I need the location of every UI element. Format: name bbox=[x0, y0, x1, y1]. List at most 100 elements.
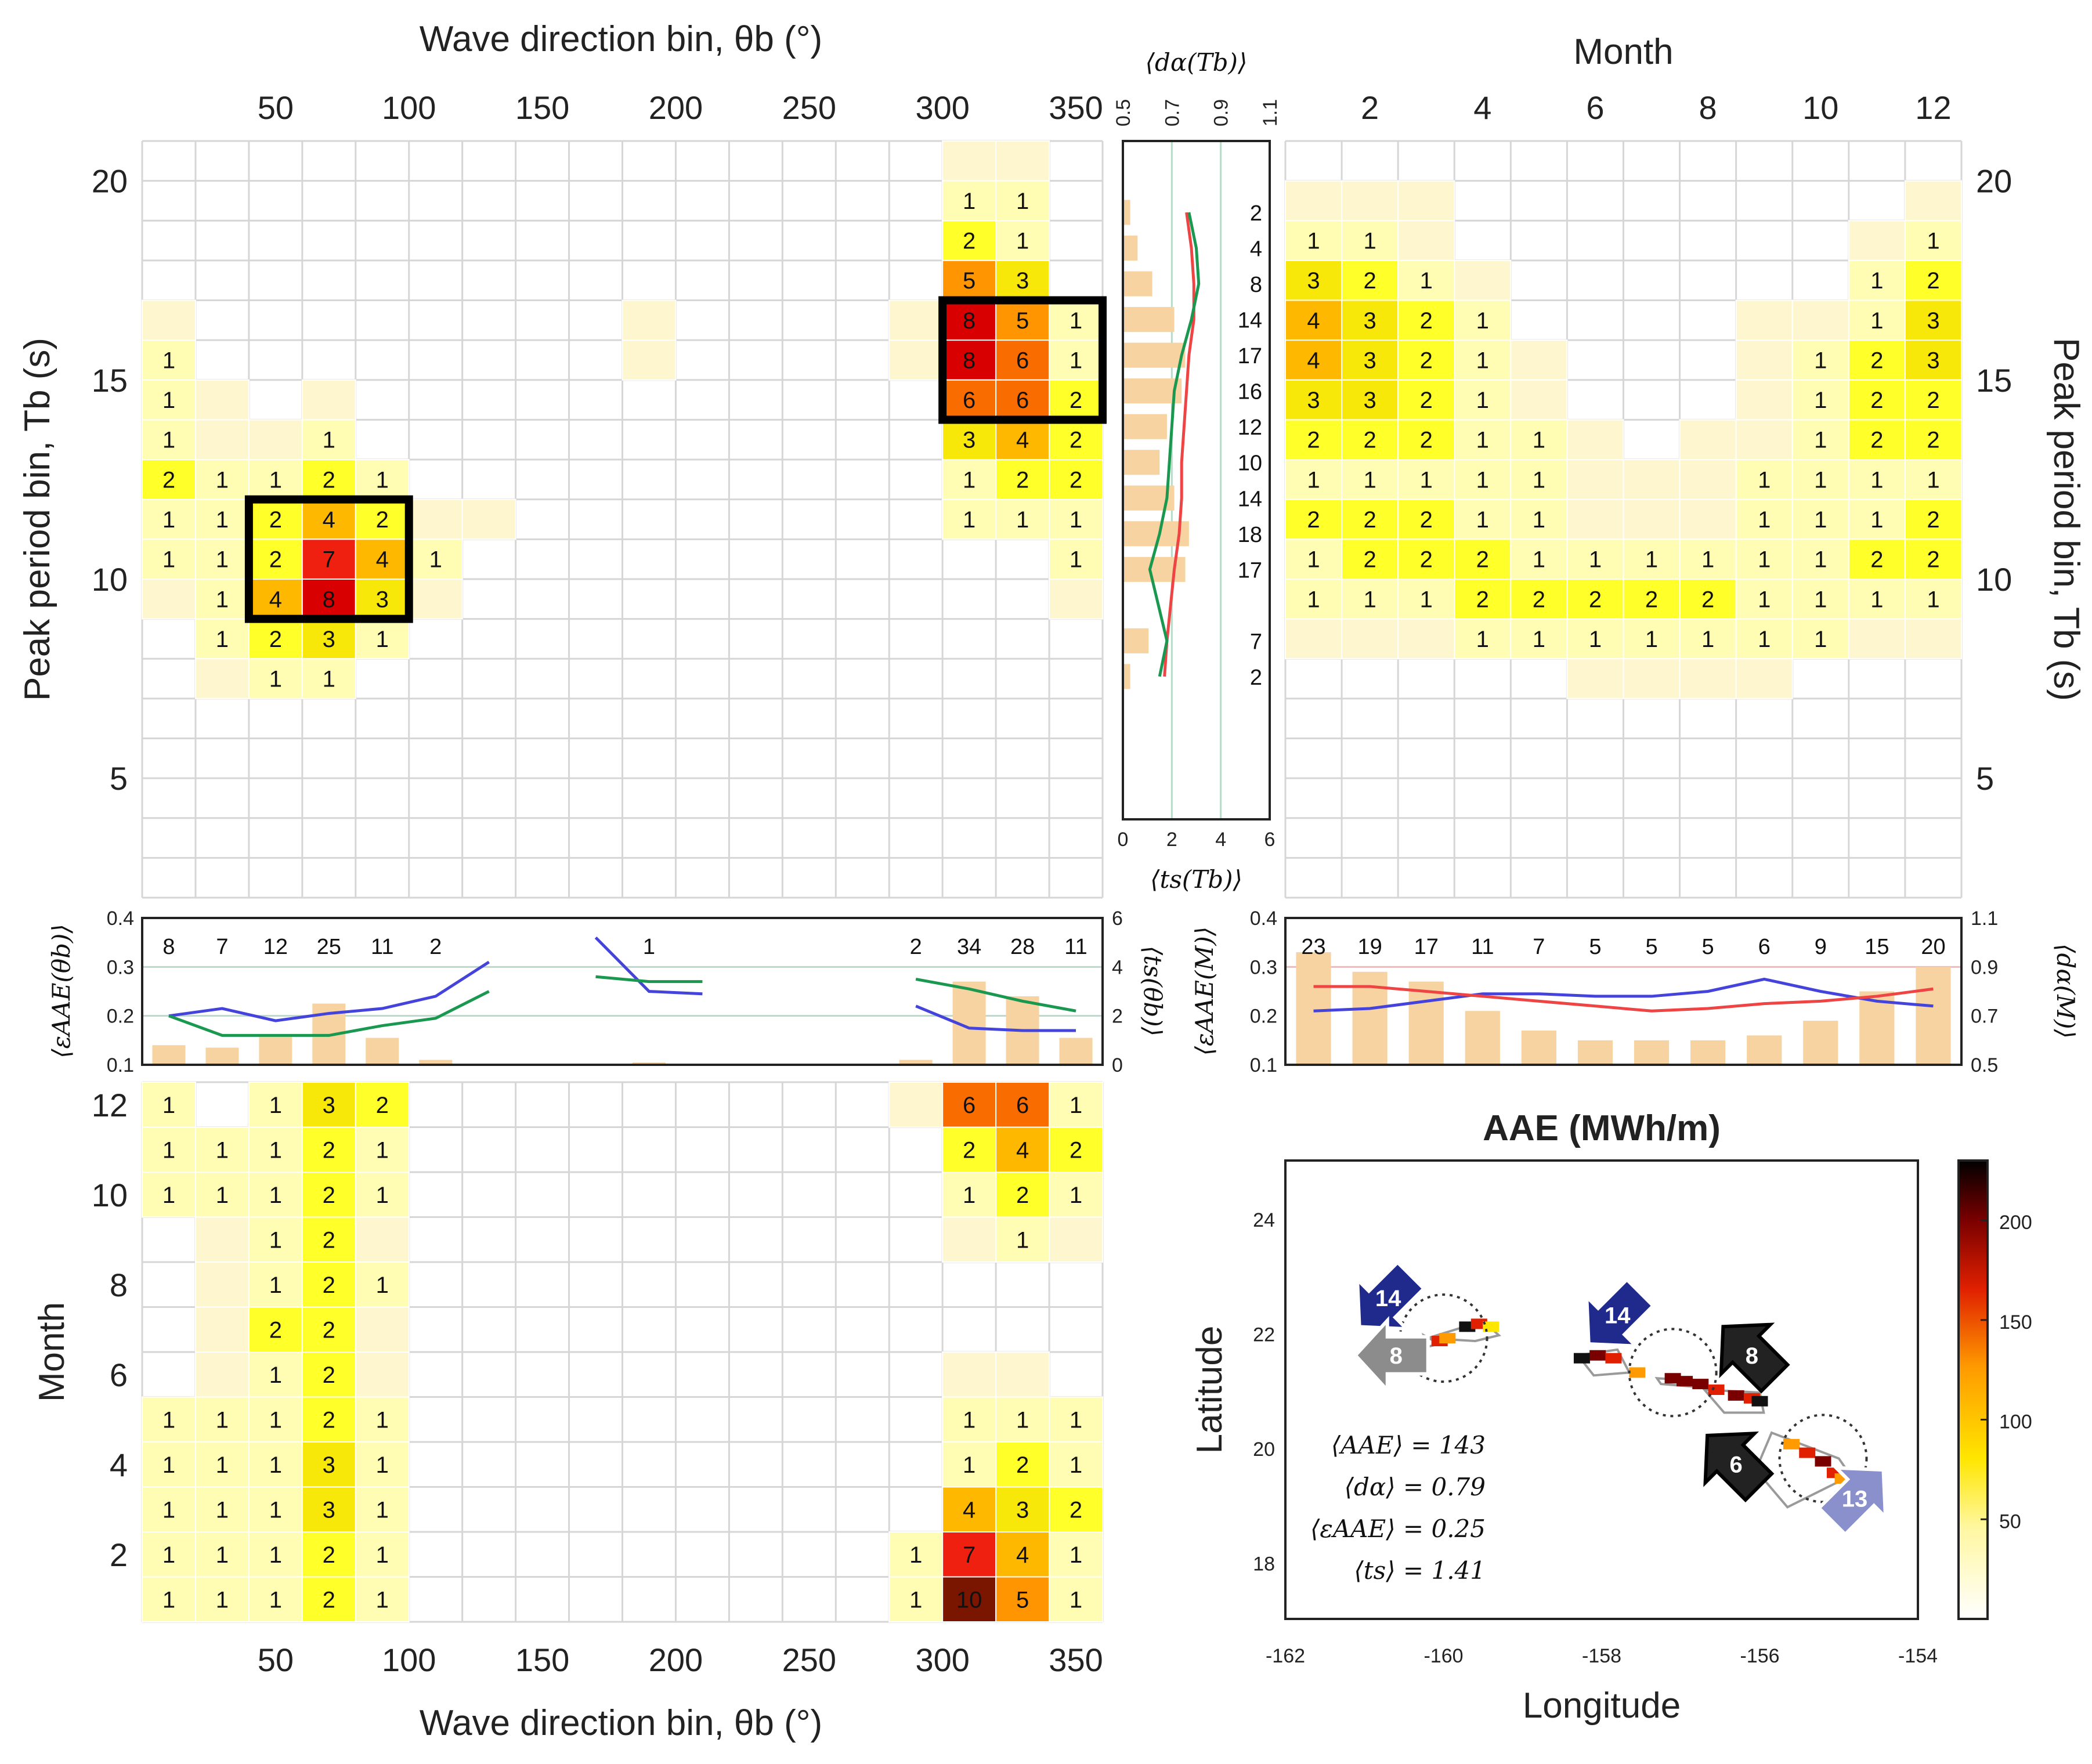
aae-point bbox=[1799, 1447, 1816, 1458]
count-label: 5 bbox=[1589, 935, 1601, 959]
right-axis-title: ⟨ts(θb)⟩ bbox=[1139, 946, 1167, 1036]
cell-value: 1 bbox=[269, 1542, 282, 1568]
heat-cell bbox=[1679, 459, 1737, 500]
cell-value: 3 bbox=[1927, 348, 1939, 373]
heat-cell bbox=[1904, 578, 1963, 620]
cell-value: 1 bbox=[216, 1542, 229, 1568]
heat-cell bbox=[1623, 578, 1681, 620]
cell-value: 1 bbox=[1070, 308, 1082, 334]
heat-cell bbox=[888, 299, 944, 341]
cell-value: 1 bbox=[162, 547, 175, 573]
x-axis-title: Month bbox=[1573, 32, 1673, 72]
y-axis-title: Peak period bin, Tb (s) bbox=[2046, 338, 2086, 701]
y-tick-label: 24 bbox=[1253, 1209, 1275, 1231]
cell-value: 1 bbox=[376, 1587, 389, 1613]
cell-value: 3 bbox=[1307, 388, 1320, 413]
heat-cell bbox=[1341, 299, 1399, 341]
cell-value: 1 bbox=[1420, 587, 1433, 612]
cell-value: 2 bbox=[1307, 507, 1320, 533]
cell-value: 1 bbox=[1016, 1227, 1029, 1253]
heat-cell bbox=[355, 1351, 410, 1398]
heat-cell bbox=[301, 1172, 356, 1218]
left-tick-label: 0.3 bbox=[1250, 956, 1277, 978]
cell-value: 1 bbox=[269, 1183, 282, 1208]
cell-value: 1 bbox=[1070, 348, 1082, 373]
cell-value: 1 bbox=[1927, 467, 1939, 493]
heat-cell bbox=[301, 578, 356, 620]
count-bar bbox=[1123, 664, 1130, 689]
cell-value: 3 bbox=[1364, 348, 1376, 373]
x-tick-label: -156 bbox=[1740, 1645, 1779, 1667]
y-tick-label: 8 bbox=[110, 1267, 128, 1303]
heat-cell bbox=[194, 1216, 250, 1263]
heat-cell bbox=[355, 1531, 410, 1578]
cell-value: 1 bbox=[323, 667, 335, 692]
cell-value: 1 bbox=[1927, 229, 1939, 254]
cell-value: 1 bbox=[216, 1587, 229, 1613]
cell-value: 1 bbox=[162, 507, 175, 533]
cell-value: 2 bbox=[1070, 1137, 1082, 1163]
count-label: 2 bbox=[429, 935, 442, 959]
heat-cell bbox=[355, 578, 410, 620]
cell-value: 1 bbox=[1814, 627, 1827, 652]
cell-value: 2 bbox=[323, 1273, 335, 1298]
x-tick-label: 10 bbox=[1802, 89, 1838, 126]
cell-value: 1 bbox=[162, 348, 175, 373]
cell-value: 1 bbox=[269, 467, 282, 493]
cell-value: 10 bbox=[956, 1587, 982, 1613]
heat-cell bbox=[942, 1172, 997, 1218]
cell-value: 4 bbox=[963, 1497, 975, 1523]
count-label: 8 bbox=[162, 935, 175, 959]
count-bar bbox=[1803, 1021, 1838, 1065]
right-tick-label: 0.5 bbox=[1971, 1054, 1998, 1076]
plot-frame bbox=[1284, 917, 1963, 1066]
top-axis-title: ⟨dα(Tb)⟩ bbox=[1146, 48, 1248, 77]
heat-cell bbox=[248, 1172, 303, 1218]
count-label: 11 bbox=[1471, 935, 1494, 959]
cell-value: 2 bbox=[269, 627, 282, 652]
cell-value: 1 bbox=[1476, 388, 1489, 413]
right-tick-label: 6 bbox=[1112, 908, 1123, 930]
heat-cell bbox=[1341, 538, 1399, 580]
y-tick-label: 15 bbox=[1976, 362, 2012, 399]
aae-point bbox=[1815, 1456, 1831, 1467]
cell-value: 1 bbox=[376, 1452, 389, 1478]
cell-value: 6 bbox=[963, 1093, 975, 1118]
heat-cell bbox=[1397, 618, 1455, 660]
heat-cell bbox=[942, 379, 997, 421]
cell-value: 5 bbox=[963, 268, 975, 294]
cell-value: 1 bbox=[376, 1497, 389, 1523]
cell-value: 1 bbox=[269, 1587, 282, 1613]
heat-cell bbox=[1285, 339, 1343, 381]
heat-cell bbox=[1397, 220, 1455, 261]
wave-arrow bbox=[1355, 1260, 1426, 1331]
heat-cell bbox=[1848, 578, 1906, 620]
count-label: 19 bbox=[1357, 935, 1382, 959]
cell-value: 1 bbox=[216, 1407, 229, 1433]
heat-cell bbox=[1848, 339, 1906, 381]
cell-value: 2 bbox=[1016, 467, 1029, 493]
heat-cell bbox=[1454, 259, 1512, 301]
bottom-tick-label: 0 bbox=[1118, 829, 1129, 851]
x-tick-label: 6 bbox=[1586, 89, 1604, 126]
x-tick-label: 50 bbox=[258, 1642, 294, 1678]
cell-value: 1 bbox=[1476, 428, 1489, 453]
arrow-shape bbox=[1719, 1322, 1790, 1394]
ts-line bbox=[168, 990, 490, 1037]
heat-cell bbox=[248, 419, 303, 461]
heat-cell bbox=[1397, 259, 1455, 301]
heat-cell bbox=[1454, 578, 1512, 620]
heat-cell bbox=[301, 1216, 356, 1263]
cell-value: 1 bbox=[1814, 547, 1827, 573]
heat-cell bbox=[1285, 618, 1343, 660]
count-label: 9 bbox=[1815, 935, 1827, 959]
cell-value: 4 bbox=[1016, 1137, 1029, 1163]
count-bar bbox=[366, 1038, 399, 1065]
top-tick-label: 0.7 bbox=[1161, 99, 1183, 126]
cell-value: 1 bbox=[1589, 547, 1602, 573]
aae-point bbox=[1728, 1390, 1744, 1401]
count-bar bbox=[1916, 967, 1951, 1065]
heat-cell bbox=[1397, 498, 1455, 540]
cell-value: 1 bbox=[162, 1542, 175, 1568]
cell-value: 1 bbox=[216, 547, 229, 573]
